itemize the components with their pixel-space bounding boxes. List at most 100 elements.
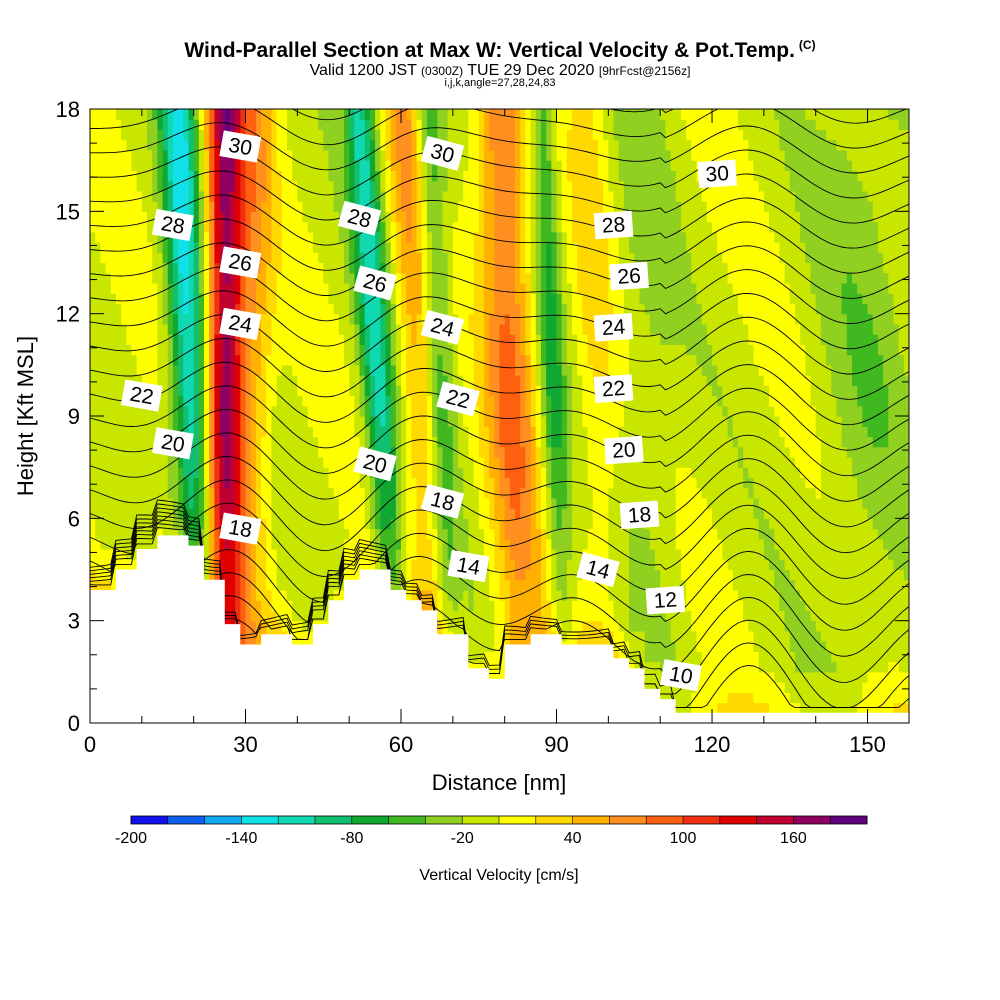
velocity-cell (307, 385, 314, 397)
velocity-cell (401, 313, 407, 325)
velocity-cell (219, 487, 226, 499)
velocity-cell (297, 323, 304, 335)
velocity-cell (359, 190, 366, 202)
velocity-cell (302, 467, 309, 478)
velocity-cell (219, 303, 226, 315)
velocity-cell (141, 334, 148, 345)
velocity-cell (214, 569, 221, 581)
velocity-cell (209, 334, 215, 345)
velocity-cell (364, 323, 371, 335)
velocity-cell (442, 180, 449, 192)
velocity-cell (136, 364, 143, 376)
velocity-cell (188, 528, 195, 540)
velocity-cell (110, 282, 117, 294)
velocity-cell (147, 446, 153, 458)
velocity-cell (266, 334, 273, 345)
velocity-cell (152, 405, 158, 417)
velocity-cell (401, 385, 407, 397)
velocity-cell (338, 293, 345, 305)
velocity-cell (338, 323, 345, 335)
velocity-cell (343, 170, 350, 182)
velocity-cell (385, 405, 392, 417)
velocity-cell (312, 221, 319, 233)
velocity-cell (447, 416, 454, 427)
velocity-cell (255, 180, 262, 192)
velocity-cell (323, 477, 330, 489)
velocity-cell (235, 242, 241, 253)
velocity-cell (209, 497, 215, 509)
velocity-cell (276, 467, 283, 478)
velocity-cell (157, 354, 164, 366)
velocity-cell (152, 426, 158, 438)
velocity-cell (281, 436, 288, 448)
velocity-cell (359, 436, 366, 448)
velocity-cell (286, 569, 293, 581)
velocity-cell (292, 385, 298, 397)
velocity-cell (276, 610, 283, 622)
velocity-cell (489, 252, 495, 264)
velocity-cell (437, 344, 444, 356)
velocity-cell (416, 252, 423, 264)
velocity-cell (281, 528, 288, 540)
velocity-cell (209, 518, 215, 530)
velocity-cell (115, 252, 122, 264)
velocity-cell (380, 426, 387, 438)
velocity-cell (468, 313, 475, 325)
velocity-cell (266, 160, 273, 171)
velocity-cell (245, 600, 252, 612)
velocity-cell (432, 211, 438, 223)
velocity-cell (162, 518, 169, 530)
velocity-cell (131, 364, 138, 376)
velocity-cell (333, 180, 340, 192)
velocity-cell (141, 497, 148, 509)
velocity-cell (292, 549, 298, 560)
velocity-cell (375, 190, 381, 202)
velocity-cell (369, 160, 376, 171)
velocity-cell (229, 385, 236, 397)
velocity-cell (442, 344, 449, 356)
velocity-cell (229, 426, 236, 438)
velocity-cell (297, 518, 304, 530)
velocity-cell (359, 549, 366, 560)
velocity-cell (333, 426, 340, 438)
velocity-cell (437, 538, 444, 550)
velocity-cell (406, 416, 412, 427)
velocity-cell (255, 569, 262, 581)
velocity-cell (338, 242, 345, 253)
velocity-cell (318, 334, 324, 345)
velocity-cell (375, 170, 381, 182)
velocity-cell (136, 528, 143, 540)
velocity-cell (121, 221, 127, 233)
velocity-cell (286, 129, 293, 141)
velocity-cell (328, 149, 335, 161)
velocity-cell (209, 538, 215, 550)
velocity-cell (483, 385, 490, 397)
velocity-cell (473, 221, 480, 233)
velocity-cell (494, 313, 501, 325)
velocity-cell (509, 528, 516, 540)
velocity-cell (276, 149, 283, 161)
velocity-cell (204, 426, 210, 438)
velocity-cell (504, 416, 511, 427)
velocity-cell (463, 589, 469, 601)
velocity-cell (126, 201, 133, 212)
velocity-cell (483, 119, 490, 131)
velocity-cell (121, 508, 127, 519)
velocity-cell (178, 149, 184, 161)
velocity-cell (494, 119, 501, 131)
velocity-cell (380, 221, 387, 233)
velocity-cell (426, 170, 433, 182)
velocity-cell (281, 375, 288, 386)
velocity-cell (261, 426, 267, 438)
velocity-cell (504, 487, 511, 499)
velocity-cell (494, 190, 501, 202)
velocity-cell (463, 610, 469, 622)
velocity-cell (437, 242, 444, 253)
velocity-cell (266, 242, 273, 253)
velocity-cell (354, 528, 361, 540)
velocity-cell (209, 282, 215, 294)
velocity-cell (121, 160, 127, 171)
velocity-cell (504, 272, 511, 284)
velocity-cell (157, 467, 164, 478)
velocity-cell (204, 446, 210, 458)
